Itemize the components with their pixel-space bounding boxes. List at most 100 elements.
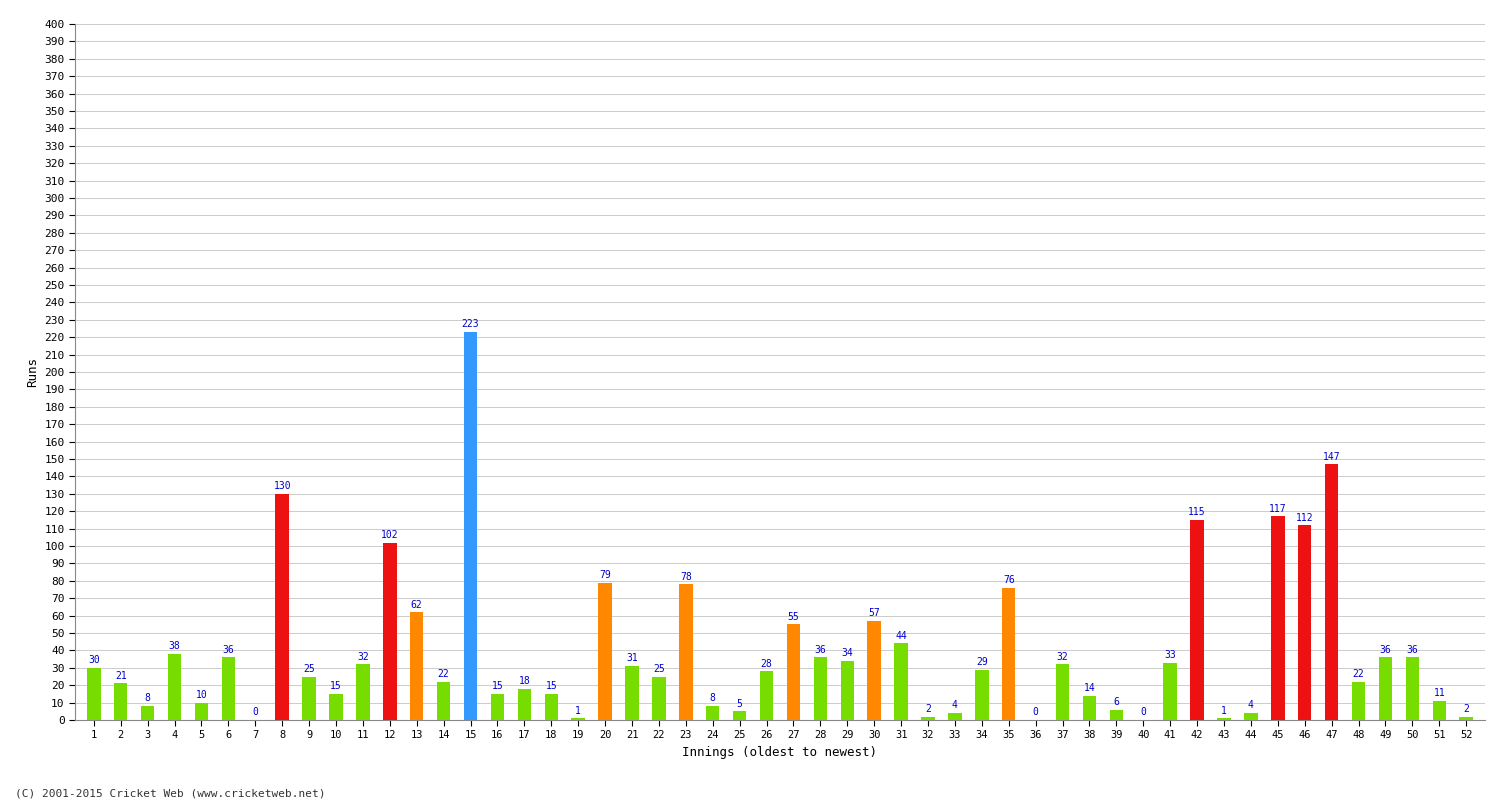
Bar — [786, 624, 800, 720]
Text: 33: 33 — [1164, 650, 1176, 660]
Bar — [1270, 517, 1284, 720]
Bar — [518, 689, 531, 720]
Text: 147: 147 — [1323, 452, 1341, 462]
Text: 117: 117 — [1269, 504, 1287, 514]
Bar — [436, 682, 450, 720]
Bar — [1432, 701, 1446, 720]
Bar — [464, 332, 477, 720]
Text: 8: 8 — [710, 694, 716, 703]
Text: 36: 36 — [222, 645, 234, 654]
Text: 223: 223 — [462, 319, 480, 330]
Bar — [114, 683, 128, 720]
Text: 22: 22 — [438, 669, 450, 679]
Bar — [894, 643, 908, 720]
Text: 11: 11 — [1434, 688, 1444, 698]
Text: 2: 2 — [1462, 704, 1468, 714]
Text: 1: 1 — [574, 706, 580, 716]
Bar — [276, 494, 290, 720]
Bar — [303, 677, 316, 720]
Bar — [948, 713, 962, 720]
Bar — [813, 658, 826, 720]
Bar — [1056, 664, 1070, 720]
Text: 115: 115 — [1188, 507, 1206, 518]
Text: 15: 15 — [546, 682, 556, 691]
Text: (C) 2001-2015 Cricket Web (www.cricketweb.net): (C) 2001-2015 Cricket Web (www.cricketwe… — [15, 788, 326, 798]
Text: 62: 62 — [411, 599, 423, 610]
Bar — [382, 542, 396, 720]
Text: 1: 1 — [1221, 706, 1227, 716]
Bar — [1191, 520, 1204, 720]
Bar — [680, 584, 693, 720]
Y-axis label: Runs: Runs — [26, 357, 39, 387]
Text: 78: 78 — [680, 572, 692, 582]
Text: 130: 130 — [273, 481, 291, 491]
Text: 55: 55 — [788, 612, 800, 622]
Bar — [572, 718, 585, 720]
Text: 32: 32 — [1056, 652, 1068, 662]
Text: 76: 76 — [1004, 575, 1014, 585]
Text: 31: 31 — [626, 654, 638, 663]
Bar — [652, 677, 666, 720]
Text: 102: 102 — [381, 530, 399, 540]
X-axis label: Innings (oldest to newest): Innings (oldest to newest) — [682, 746, 877, 759]
Bar — [1298, 525, 1311, 720]
Bar — [330, 694, 342, 720]
Text: 28: 28 — [760, 658, 772, 669]
Bar — [1218, 718, 1230, 720]
Text: 36: 36 — [1407, 645, 1418, 654]
Bar — [1324, 464, 1338, 720]
Bar — [1378, 658, 1392, 720]
Text: 29: 29 — [976, 657, 987, 667]
Text: 34: 34 — [842, 648, 854, 658]
Text: 15: 15 — [330, 682, 342, 691]
Text: 4: 4 — [1248, 701, 1254, 710]
Bar — [921, 717, 934, 720]
Text: 36: 36 — [815, 645, 827, 654]
Text: 14: 14 — [1083, 683, 1095, 693]
Text: 15: 15 — [492, 682, 504, 691]
Bar — [598, 582, 612, 720]
Text: 30: 30 — [88, 655, 99, 665]
Bar — [975, 670, 988, 720]
Bar — [734, 711, 747, 720]
Bar — [1164, 662, 1178, 720]
Text: 25: 25 — [303, 664, 315, 674]
Text: 18: 18 — [519, 676, 530, 686]
Text: 25: 25 — [652, 664, 664, 674]
Text: 0: 0 — [252, 707, 258, 718]
Bar — [867, 621, 880, 720]
Text: 22: 22 — [1353, 669, 1365, 679]
Bar — [1002, 588, 1016, 720]
Text: 6: 6 — [1113, 697, 1119, 707]
Bar — [626, 666, 639, 720]
Bar — [195, 702, 208, 720]
Bar — [222, 658, 236, 720]
Text: 112: 112 — [1296, 513, 1314, 522]
Text: 36: 36 — [1380, 645, 1392, 654]
Text: 21: 21 — [116, 671, 126, 681]
Text: 5: 5 — [736, 698, 742, 709]
Text: 44: 44 — [896, 631, 908, 641]
Bar — [410, 612, 423, 720]
Text: 0: 0 — [1140, 707, 1146, 718]
Bar — [1110, 710, 1124, 720]
Bar — [1244, 713, 1257, 720]
Bar — [840, 661, 854, 720]
Bar — [168, 654, 182, 720]
Text: 8: 8 — [144, 694, 150, 703]
Bar — [1352, 682, 1365, 720]
Bar — [760, 671, 774, 720]
Bar — [1460, 717, 1473, 720]
Bar — [87, 668, 100, 720]
Bar — [544, 694, 558, 720]
Text: 57: 57 — [868, 608, 880, 618]
Text: 38: 38 — [168, 642, 180, 651]
Text: 2: 2 — [926, 704, 932, 714]
Text: 0: 0 — [1032, 707, 1038, 718]
Text: 32: 32 — [357, 652, 369, 662]
Bar — [356, 664, 369, 720]
Bar — [706, 706, 720, 720]
Text: 79: 79 — [598, 570, 610, 580]
Bar — [1083, 696, 1096, 720]
Bar — [141, 706, 154, 720]
